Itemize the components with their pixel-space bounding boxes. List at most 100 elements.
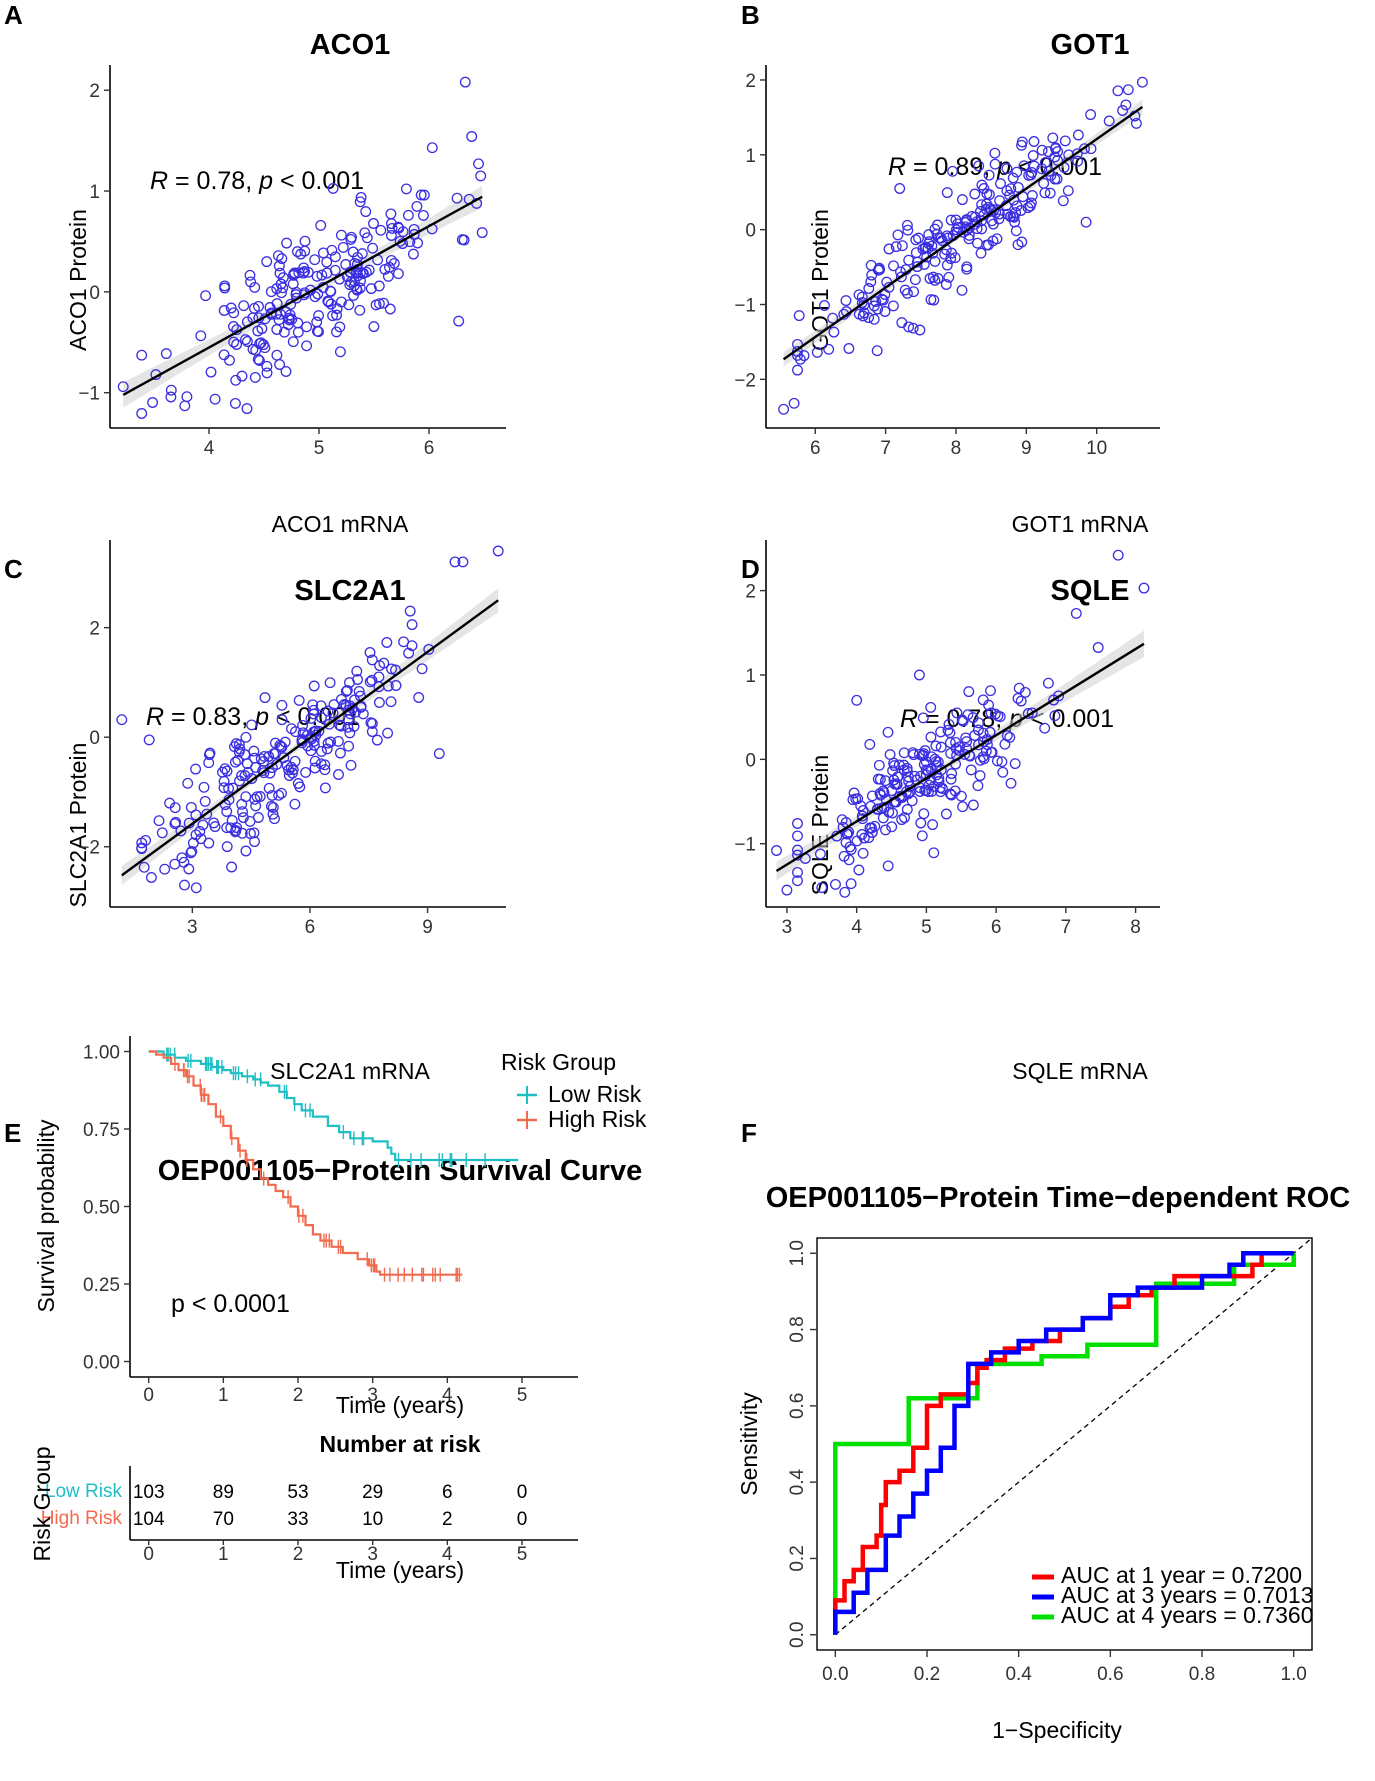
y-tick-label: 0.50 xyxy=(83,1198,120,1219)
x-tick-label: 6 xyxy=(810,438,821,459)
data-point xyxy=(228,321,239,332)
panel-c-title: SLC2A1 xyxy=(294,575,405,607)
data-point xyxy=(967,712,979,724)
data-point xyxy=(830,878,841,890)
data-point xyxy=(955,790,967,802)
y-tick-label: 1 xyxy=(745,146,756,167)
data-point xyxy=(869,820,881,832)
data-point xyxy=(1025,197,1037,209)
data-point xyxy=(221,806,233,817)
data-point xyxy=(406,619,418,631)
data-point xyxy=(887,807,898,819)
data-point xyxy=(276,253,288,265)
data-point xyxy=(1070,607,1082,619)
data-point xyxy=(234,775,245,787)
data-point xyxy=(271,298,283,310)
data-point xyxy=(261,256,273,268)
data-point xyxy=(888,260,899,272)
data-point xyxy=(249,752,261,764)
roc-curve xyxy=(833,1251,1294,1635)
data-point xyxy=(433,748,445,760)
data-point xyxy=(956,194,968,206)
data-point xyxy=(244,269,256,281)
data-point xyxy=(341,684,353,696)
data-point xyxy=(165,391,177,403)
data-point xyxy=(329,251,341,263)
data-point xyxy=(327,182,339,194)
data-point xyxy=(933,772,945,784)
data-point xyxy=(289,267,301,279)
data-point xyxy=(309,291,321,303)
data-point xyxy=(952,222,964,233)
data-point xyxy=(914,324,926,336)
data-point xyxy=(308,739,320,751)
data-point xyxy=(274,359,286,370)
data-point xyxy=(366,674,378,686)
data-point xyxy=(218,782,230,794)
data-point xyxy=(364,647,376,658)
data-point xyxy=(963,233,975,245)
data-point xyxy=(919,242,931,254)
panel-c: C SLC2A1 R = 0.83, p < 0.001 SLC2A1 mRNA… xyxy=(4,540,506,1084)
data-point xyxy=(475,170,487,182)
data-point xyxy=(984,726,996,738)
data-point xyxy=(255,753,267,765)
data-point xyxy=(928,847,940,859)
risk-count: 0 xyxy=(517,1482,528,1503)
data-point xyxy=(267,808,279,820)
data-point xyxy=(473,158,484,170)
panel-d: D SQLE R = 0.78, p < 0.001 SQLE mRNA SQL… xyxy=(734,540,1160,1084)
data-point xyxy=(918,808,930,820)
data-point xyxy=(1018,160,1030,172)
data-point xyxy=(223,783,235,794)
data-point xyxy=(997,766,1009,778)
data-point xyxy=(307,699,319,711)
data-point xyxy=(301,340,313,352)
data-point xyxy=(390,680,402,691)
data-point xyxy=(841,828,853,840)
data-point xyxy=(323,296,334,308)
y-tick-label: 0.6 xyxy=(787,1393,808,1419)
data-point xyxy=(301,321,313,333)
data-point xyxy=(963,229,975,241)
data-point xyxy=(359,227,371,239)
x-tick-label: 6 xyxy=(424,438,435,459)
data-point xyxy=(143,734,155,746)
data-point xyxy=(453,315,465,327)
data-point xyxy=(969,188,981,200)
data-point xyxy=(373,671,385,683)
y-tick-label: 0 xyxy=(89,283,100,304)
data-point xyxy=(169,818,181,830)
data-point xyxy=(385,230,397,241)
x-tick-label: 3 xyxy=(367,1385,378,1406)
data-point xyxy=(1079,143,1090,155)
data-point xyxy=(195,330,207,342)
data-point xyxy=(354,282,366,294)
data-point xyxy=(246,773,258,785)
data-point xyxy=(248,827,260,839)
x-axis-title: Time (years) xyxy=(336,1392,464,1418)
data-point xyxy=(457,556,469,568)
y-tick-label: 0.75 xyxy=(83,1120,120,1141)
data-point xyxy=(276,714,288,726)
data-point xyxy=(884,749,896,761)
data-point xyxy=(378,657,390,669)
data-point xyxy=(792,844,803,856)
data-point xyxy=(828,326,840,338)
data-point xyxy=(322,705,334,717)
data-point xyxy=(327,707,339,719)
data-point xyxy=(200,290,212,302)
data-point xyxy=(857,847,869,859)
data-point xyxy=(1005,777,1017,789)
data-point xyxy=(311,325,323,337)
data-point xyxy=(334,747,346,759)
data-point xyxy=(1019,686,1031,698)
data-point xyxy=(343,740,355,752)
data-point xyxy=(138,861,150,873)
data-point xyxy=(451,192,463,204)
data-point xyxy=(1010,225,1022,237)
data-point xyxy=(950,214,962,226)
data-point xyxy=(976,199,988,211)
data-point xyxy=(117,381,129,393)
data-point xyxy=(334,719,346,731)
